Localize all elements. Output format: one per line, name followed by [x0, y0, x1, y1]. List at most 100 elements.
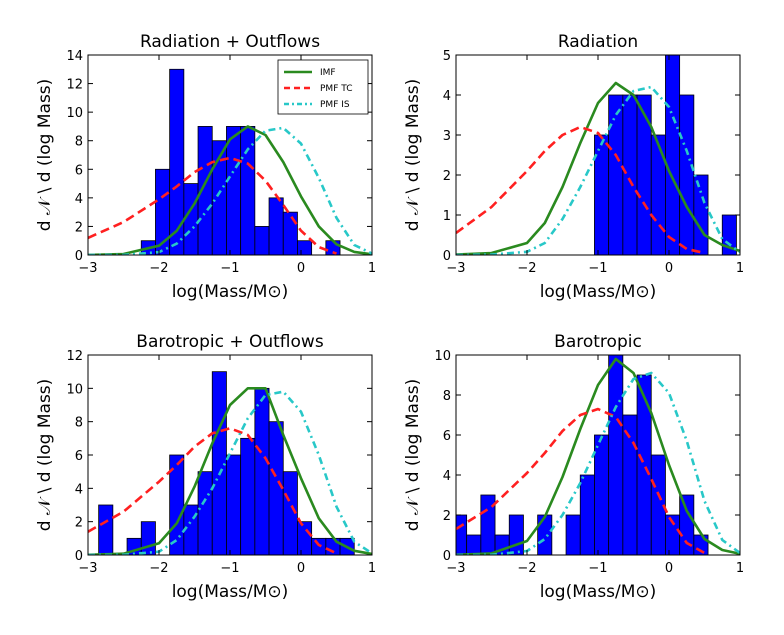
- histogram-bar: [679, 494, 695, 555]
- series-line-pmf-is: [456, 371, 740, 555]
- series-line-pmf-is: [88, 126, 372, 255]
- x-tick-label: −1: [588, 561, 607, 576]
- plot-area: [88, 371, 372, 555]
- x-tick-label: −3: [78, 261, 97, 276]
- plot-area: [88, 68, 372, 255]
- x-tick-label: −3: [446, 261, 465, 276]
- histogram-bar: [608, 355, 624, 555]
- histogram-bar: [594, 134, 610, 255]
- histogram-bar: [297, 240, 313, 255]
- y-tick-label: 4: [443, 469, 451, 484]
- histogram-bar: [650, 454, 666, 555]
- y-tick-label: 4: [443, 89, 451, 104]
- histogram-bar: [226, 126, 242, 255]
- x-tick-label: −1: [220, 561, 239, 576]
- histogram-bar: [98, 504, 114, 555]
- panel-4: [455, 354, 741, 556]
- y-axis-label: d 𝒩 \ d (log Mass): [35, 79, 55, 232]
- plot-area: [456, 355, 740, 555]
- y-tick-label: 0: [443, 549, 451, 564]
- y-tick-label: 1: [443, 209, 451, 224]
- legend-label: PMF TC: [320, 84, 352, 94]
- panel-3: [87, 354, 373, 556]
- y-tick-label: 2: [443, 509, 451, 524]
- histogram-bar: [456, 514, 468, 555]
- series-line-imf: [456, 357, 740, 555]
- histogram-bar: [311, 537, 327, 555]
- x-tick-label: −2: [149, 561, 168, 576]
- y-tick-label: 0: [443, 249, 451, 264]
- y-tick-label: 10: [434, 349, 451, 364]
- series-line-pmf-tc: [88, 426, 338, 555]
- x-tick-label: −1: [588, 261, 607, 276]
- y-tick-label: 6: [443, 429, 451, 444]
- histogram-bar: [537, 514, 553, 555]
- legend-label: IMF: [320, 68, 336, 78]
- histogram-bar: [466, 534, 482, 555]
- y-tick-label: 10: [66, 382, 83, 397]
- histogram-bar: [282, 211, 298, 255]
- series-line-pmf-is: [88, 390, 372, 555]
- series-line-pmf-tc: [456, 125, 705, 255]
- panel-title: Radiation: [558, 32, 638, 52]
- y-tick-label: 10: [66, 106, 83, 121]
- y-tick-label: 2: [75, 220, 83, 235]
- series-line-imf: [88, 386, 372, 555]
- y-tick-label: 0: [75, 249, 83, 264]
- panel-title: Radiation + Outflows: [140, 32, 320, 52]
- legend-label: PMF IS: [320, 100, 350, 110]
- panel-title: Barotropic: [554, 332, 642, 352]
- x-tick-label: 0: [297, 561, 305, 576]
- panel-title: Barotropic + Outflows: [136, 332, 324, 352]
- x-axis-label: log(Mass/M⊙): [172, 282, 289, 302]
- x-tick-label: −2: [517, 261, 536, 276]
- histogram-bar: [197, 471, 213, 555]
- panel-1: [87, 54, 373, 256]
- x-axis-label: log(Mass/M⊙): [540, 582, 657, 602]
- series-line-pmf-is: [456, 85, 740, 255]
- x-tick-label: 1: [736, 561, 744, 576]
- histogram-bar: [650, 134, 666, 255]
- y-tick-label: 12: [66, 349, 83, 364]
- x-tick-label: −3: [78, 561, 97, 576]
- histogram-bar: [508, 514, 524, 555]
- x-tick-label: −2: [149, 261, 168, 276]
- histogram-bar: [297, 521, 313, 555]
- series-line-pmf-tc: [456, 407, 706, 555]
- y-tick-label: 0: [75, 549, 83, 564]
- series-line-imf: [88, 125, 372, 255]
- x-tick-label: −2: [517, 561, 536, 576]
- histogram-bar: [226, 454, 242, 555]
- y-tick-label: 4: [75, 192, 83, 207]
- histogram-bar: [579, 474, 595, 555]
- x-tick-label: −1: [220, 261, 239, 276]
- y-tick-label: 3: [443, 129, 451, 144]
- plot-area: [456, 55, 740, 255]
- y-tick-label: 8: [75, 416, 83, 431]
- y-tick-label: 2: [443, 169, 451, 184]
- y-tick-label: 6: [75, 449, 83, 464]
- y-tick-label: 12: [66, 78, 83, 93]
- histogram-bar: [169, 68, 185, 255]
- histogram-bar: [140, 521, 156, 555]
- y-tick-label: 5: [443, 49, 451, 64]
- x-tick-label: 0: [665, 561, 673, 576]
- histogram-bar: [183, 183, 199, 255]
- y-tick-label: 4: [75, 482, 83, 497]
- y-tick-label: 8: [443, 389, 451, 404]
- histogram-bar: [254, 226, 270, 255]
- series-line-imf: [456, 81, 740, 255]
- histogram-bar: [565, 514, 581, 555]
- y-tick-label: 6: [75, 163, 83, 178]
- series-line-pmf-tc: [88, 156, 337, 255]
- histogram-bar: [636, 94, 652, 255]
- panel-2: [455, 54, 741, 256]
- y-tick-label: 14: [66, 49, 83, 64]
- histogram-bar: [636, 374, 652, 555]
- histogram-bar: [665, 55, 681, 255]
- y-axis-label: d 𝒩 \ d (log Mass): [403, 79, 423, 232]
- y-tick-label: 2: [75, 516, 83, 531]
- histogram-bar: [608, 94, 624, 255]
- legend: [277, 59, 369, 115]
